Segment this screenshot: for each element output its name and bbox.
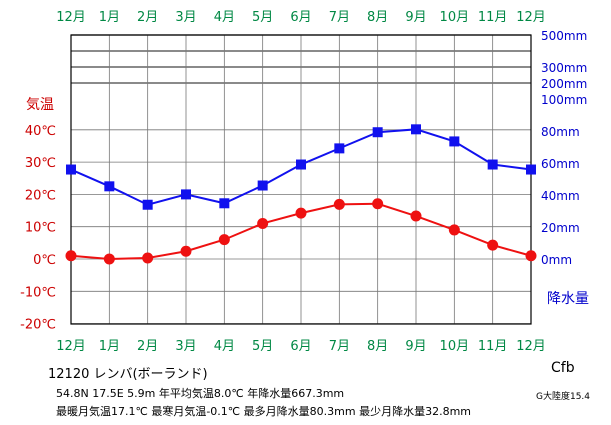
series-layer xyxy=(65,124,537,265)
month-label-bottom: 5月 xyxy=(252,339,273,354)
station-summary: 54.8N 17.5E 5.9m 年平均気温8.0℃ 年降水量667.3mm xyxy=(56,387,345,400)
precipitation-point xyxy=(449,136,460,147)
month-label-bottom: 3月 xyxy=(175,339,196,354)
precipitation-point xyxy=(219,198,230,209)
month-label-bottom: 8月 xyxy=(367,339,388,354)
month-label-top: 7月 xyxy=(329,10,350,25)
temperature-tick-label: 0℃ xyxy=(33,253,56,268)
precipitation-point xyxy=(526,164,536,175)
continentality-index: G大陸度15.4 xyxy=(536,392,591,402)
precipitation-point xyxy=(296,159,306,170)
month-labels: 12月 12月 1月 1月 2月 2月 3月 3月 4月 4月 5月 5月 6月 6月 7月 7月 8月 8月 9月… xyxy=(56,10,546,354)
precipitation-tick-label: 500mm xyxy=(541,29,587,43)
month-label-bottom: 1月 xyxy=(99,339,120,354)
precipitation-tick-label: 300mm xyxy=(541,61,587,75)
temperature-axis: 気温 40℃ 30℃ 20℃ 10℃ 0℃ -10℃ -20℃ xyxy=(20,97,56,333)
precipitation-point xyxy=(257,180,268,191)
precipitation-point xyxy=(334,143,345,154)
station-name: 12120 レンバ(ボーランド) xyxy=(48,367,208,382)
month-label-top: 1月 xyxy=(99,10,120,25)
temperature-tick-label: -20℃ xyxy=(20,318,56,333)
precipitation-tick-label: 80mm xyxy=(541,125,580,139)
month-label-top: 12月 xyxy=(516,10,546,25)
precipitation-point xyxy=(372,127,383,138)
month-label-bottom: 9月 xyxy=(405,339,426,354)
temperature-point xyxy=(295,207,307,219)
temperature-point xyxy=(372,198,384,210)
temperature-axis-title: 気温 xyxy=(26,97,54,113)
month-label-bottom: 6月 xyxy=(290,339,311,354)
temperature-point xyxy=(218,234,230,246)
precipitation-tick-label: 60mm xyxy=(541,157,580,171)
month-label-bottom: 12月 xyxy=(56,339,86,354)
precipitation-point xyxy=(142,199,153,210)
precipitation-tick-label: 100mm xyxy=(541,93,587,107)
temperature-point xyxy=(487,239,499,251)
precipitation-point xyxy=(104,181,115,192)
precipitation-point xyxy=(411,124,421,135)
station-extremes: 最暖月気温17.1℃ 最寒月気温-0.1℃ 最多月降水量80.3mm 最少月降水… xyxy=(56,405,471,418)
temperature-point xyxy=(103,253,115,265)
temperature-tick-label: 20℃ xyxy=(25,188,56,203)
month-label-top: 2月 xyxy=(137,10,158,25)
temperature-point xyxy=(448,224,460,236)
precipitation-axis: 500mm 300mm 200mm 100mm 80mm 60mm 40mm 20mm 0mm 降… xyxy=(541,29,589,307)
plot-border xyxy=(70,34,532,325)
month-label-top: 6月 xyxy=(290,10,311,25)
precipitation-point xyxy=(66,164,76,175)
month-label-bottom: 4月 xyxy=(214,339,235,354)
month-label-bottom: 11月 xyxy=(478,339,508,354)
temperature-tick-label: 10℃ xyxy=(25,221,56,236)
temperature-point xyxy=(410,210,422,222)
precipitation-point xyxy=(181,189,191,200)
month-label-bottom: 2月 xyxy=(137,339,158,354)
grid-lines xyxy=(71,34,531,325)
month-label-bottom: 7月 xyxy=(329,339,350,354)
precipitation-tick-label: 40mm xyxy=(541,189,580,203)
month-label-bottom: 12月 xyxy=(516,339,546,354)
month-label-top: 10月 xyxy=(440,10,470,25)
climate-class: Cfb xyxy=(551,360,575,376)
temperature-point xyxy=(525,250,537,262)
temperature-point xyxy=(142,252,154,264)
month-label-top: 5月 xyxy=(252,10,273,25)
month-label-top: 8月 xyxy=(367,10,388,25)
month-label-top: 11月 xyxy=(478,10,508,25)
month-label-top: 9月 xyxy=(405,10,426,25)
temperature-point xyxy=(333,198,345,210)
month-label-top: 3月 xyxy=(175,10,196,25)
temperature-point xyxy=(180,245,192,257)
precipitation-tick-label: 20mm xyxy=(541,221,580,235)
temperature-point xyxy=(65,250,77,262)
temperature-tick-label: 40℃ xyxy=(25,124,56,139)
temperature-tick-label: 30℃ xyxy=(25,156,56,171)
precipitation-point xyxy=(487,159,498,170)
month-label-top: 12月 xyxy=(56,10,86,25)
month-label-bottom: 10月 xyxy=(440,339,470,354)
month-label-top: 4月 xyxy=(214,10,235,25)
temperature-tick-label: -10℃ xyxy=(20,285,56,300)
precipitation-axis-title: 降水量 xyxy=(547,291,589,307)
precipitation-tick-label: 200mm xyxy=(541,77,587,91)
precipitation-tick-label: 0mm xyxy=(541,253,572,267)
temperature-point xyxy=(257,217,269,229)
plot-frame xyxy=(70,34,532,325)
